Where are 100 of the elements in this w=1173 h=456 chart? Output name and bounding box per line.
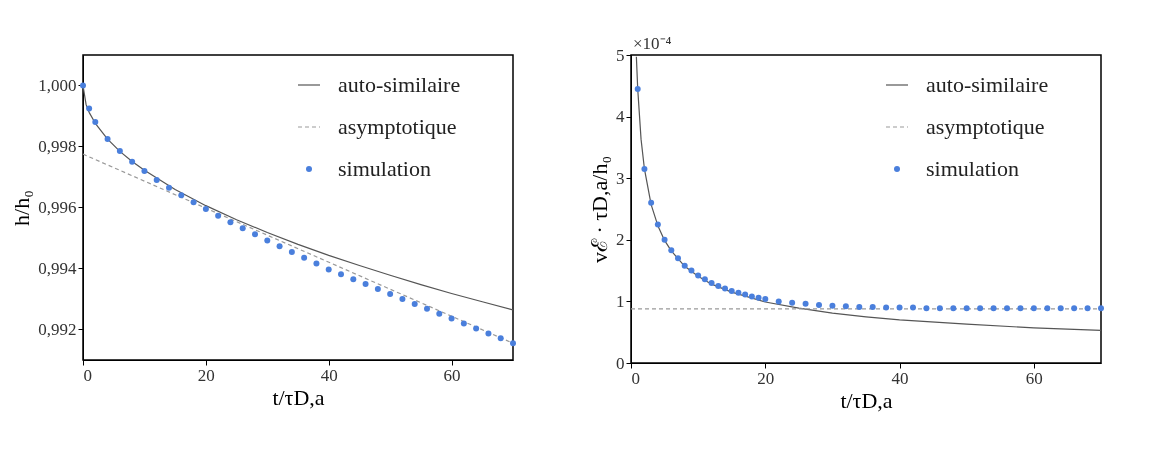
point xyxy=(485,330,492,337)
point xyxy=(86,105,93,112)
point xyxy=(789,299,796,306)
point xyxy=(411,300,418,307)
point xyxy=(1044,305,1051,312)
point xyxy=(869,303,876,310)
point xyxy=(387,291,394,298)
y-tick-label: 2 xyxy=(616,230,625,250)
point xyxy=(910,304,916,311)
point xyxy=(362,281,369,288)
point xyxy=(661,236,668,243)
point xyxy=(762,295,769,302)
point xyxy=(1004,305,1010,312)
point xyxy=(1098,305,1104,312)
point xyxy=(178,192,185,199)
point xyxy=(190,199,197,206)
point xyxy=(688,267,695,274)
point xyxy=(301,254,308,261)
point xyxy=(923,305,930,312)
point xyxy=(775,298,782,305)
legend-label: simulation xyxy=(926,156,1019,181)
point xyxy=(436,310,443,317)
point xyxy=(856,303,863,310)
point xyxy=(350,276,357,283)
point xyxy=(816,302,822,309)
point xyxy=(681,262,688,269)
x-tick-label: 40 xyxy=(320,365,338,385)
point xyxy=(166,184,172,191)
point xyxy=(722,285,728,292)
line-series xyxy=(635,56,1101,331)
point xyxy=(668,247,675,254)
y-tick-label: 1,000 xyxy=(38,76,77,95)
y-tick-label: 5 xyxy=(616,45,625,65)
point xyxy=(634,85,641,92)
legend-label: auto-similaire xyxy=(338,72,461,97)
x-tick-label: 40 xyxy=(891,368,909,388)
point xyxy=(1071,305,1078,312)
point xyxy=(755,294,762,301)
y-axis-title: vℰ · τD,a/h₀ xyxy=(587,155,612,264)
legend-label: asymptotique xyxy=(926,114,1045,139)
point xyxy=(104,135,111,142)
point xyxy=(1030,305,1037,312)
point xyxy=(141,167,148,174)
text: ×10⁻⁴ xyxy=(633,34,672,53)
point xyxy=(288,249,295,256)
x-tick-label: 20 xyxy=(197,365,215,385)
point xyxy=(735,289,742,296)
point xyxy=(153,177,160,184)
point xyxy=(963,305,970,312)
x-axis-title: t/τD,a xyxy=(840,387,893,413)
x-axis-title: t/τD,a xyxy=(272,384,325,410)
point xyxy=(338,271,344,278)
point xyxy=(1017,305,1024,312)
y-axis-title: h/h₀ xyxy=(9,190,35,226)
point xyxy=(648,199,655,206)
point xyxy=(239,225,246,232)
point xyxy=(129,158,136,165)
legend-label: auto-similaire xyxy=(926,72,1049,97)
point xyxy=(325,266,332,273)
point xyxy=(842,303,849,310)
y-tick-label: 0,998 xyxy=(38,137,77,156)
point xyxy=(641,165,648,172)
legend-label: simulation xyxy=(338,156,431,181)
point xyxy=(215,212,222,219)
point xyxy=(374,285,381,292)
x-tick-label: 0 xyxy=(83,365,92,385)
point xyxy=(701,276,708,283)
point xyxy=(448,315,455,322)
point xyxy=(1084,305,1091,312)
point xyxy=(742,291,749,298)
point xyxy=(708,279,715,286)
point xyxy=(675,255,681,262)
point xyxy=(695,272,702,279)
point xyxy=(116,148,123,155)
point xyxy=(748,293,755,300)
point xyxy=(252,231,258,238)
point xyxy=(728,287,735,294)
point xyxy=(460,320,467,327)
point xyxy=(510,340,516,347)
x-tick-label: 60 xyxy=(443,365,461,385)
point xyxy=(473,325,480,332)
legend-label: asymptotique xyxy=(338,114,457,139)
x-tick-label: 20 xyxy=(757,368,775,388)
point xyxy=(990,305,997,312)
point xyxy=(276,243,283,250)
point xyxy=(424,305,430,312)
point xyxy=(264,237,271,244)
point xyxy=(1057,305,1064,312)
point xyxy=(92,119,99,126)
point xyxy=(936,305,943,312)
x-tick-label: 60 xyxy=(1025,368,1043,388)
point xyxy=(829,302,836,309)
point xyxy=(715,283,722,289)
point xyxy=(202,206,209,213)
y-tick-label: 0,992 xyxy=(38,320,77,339)
point xyxy=(977,305,984,312)
point xyxy=(802,300,809,307)
point xyxy=(896,304,903,311)
y-tick-label: 4 xyxy=(616,107,625,127)
point xyxy=(654,221,661,228)
